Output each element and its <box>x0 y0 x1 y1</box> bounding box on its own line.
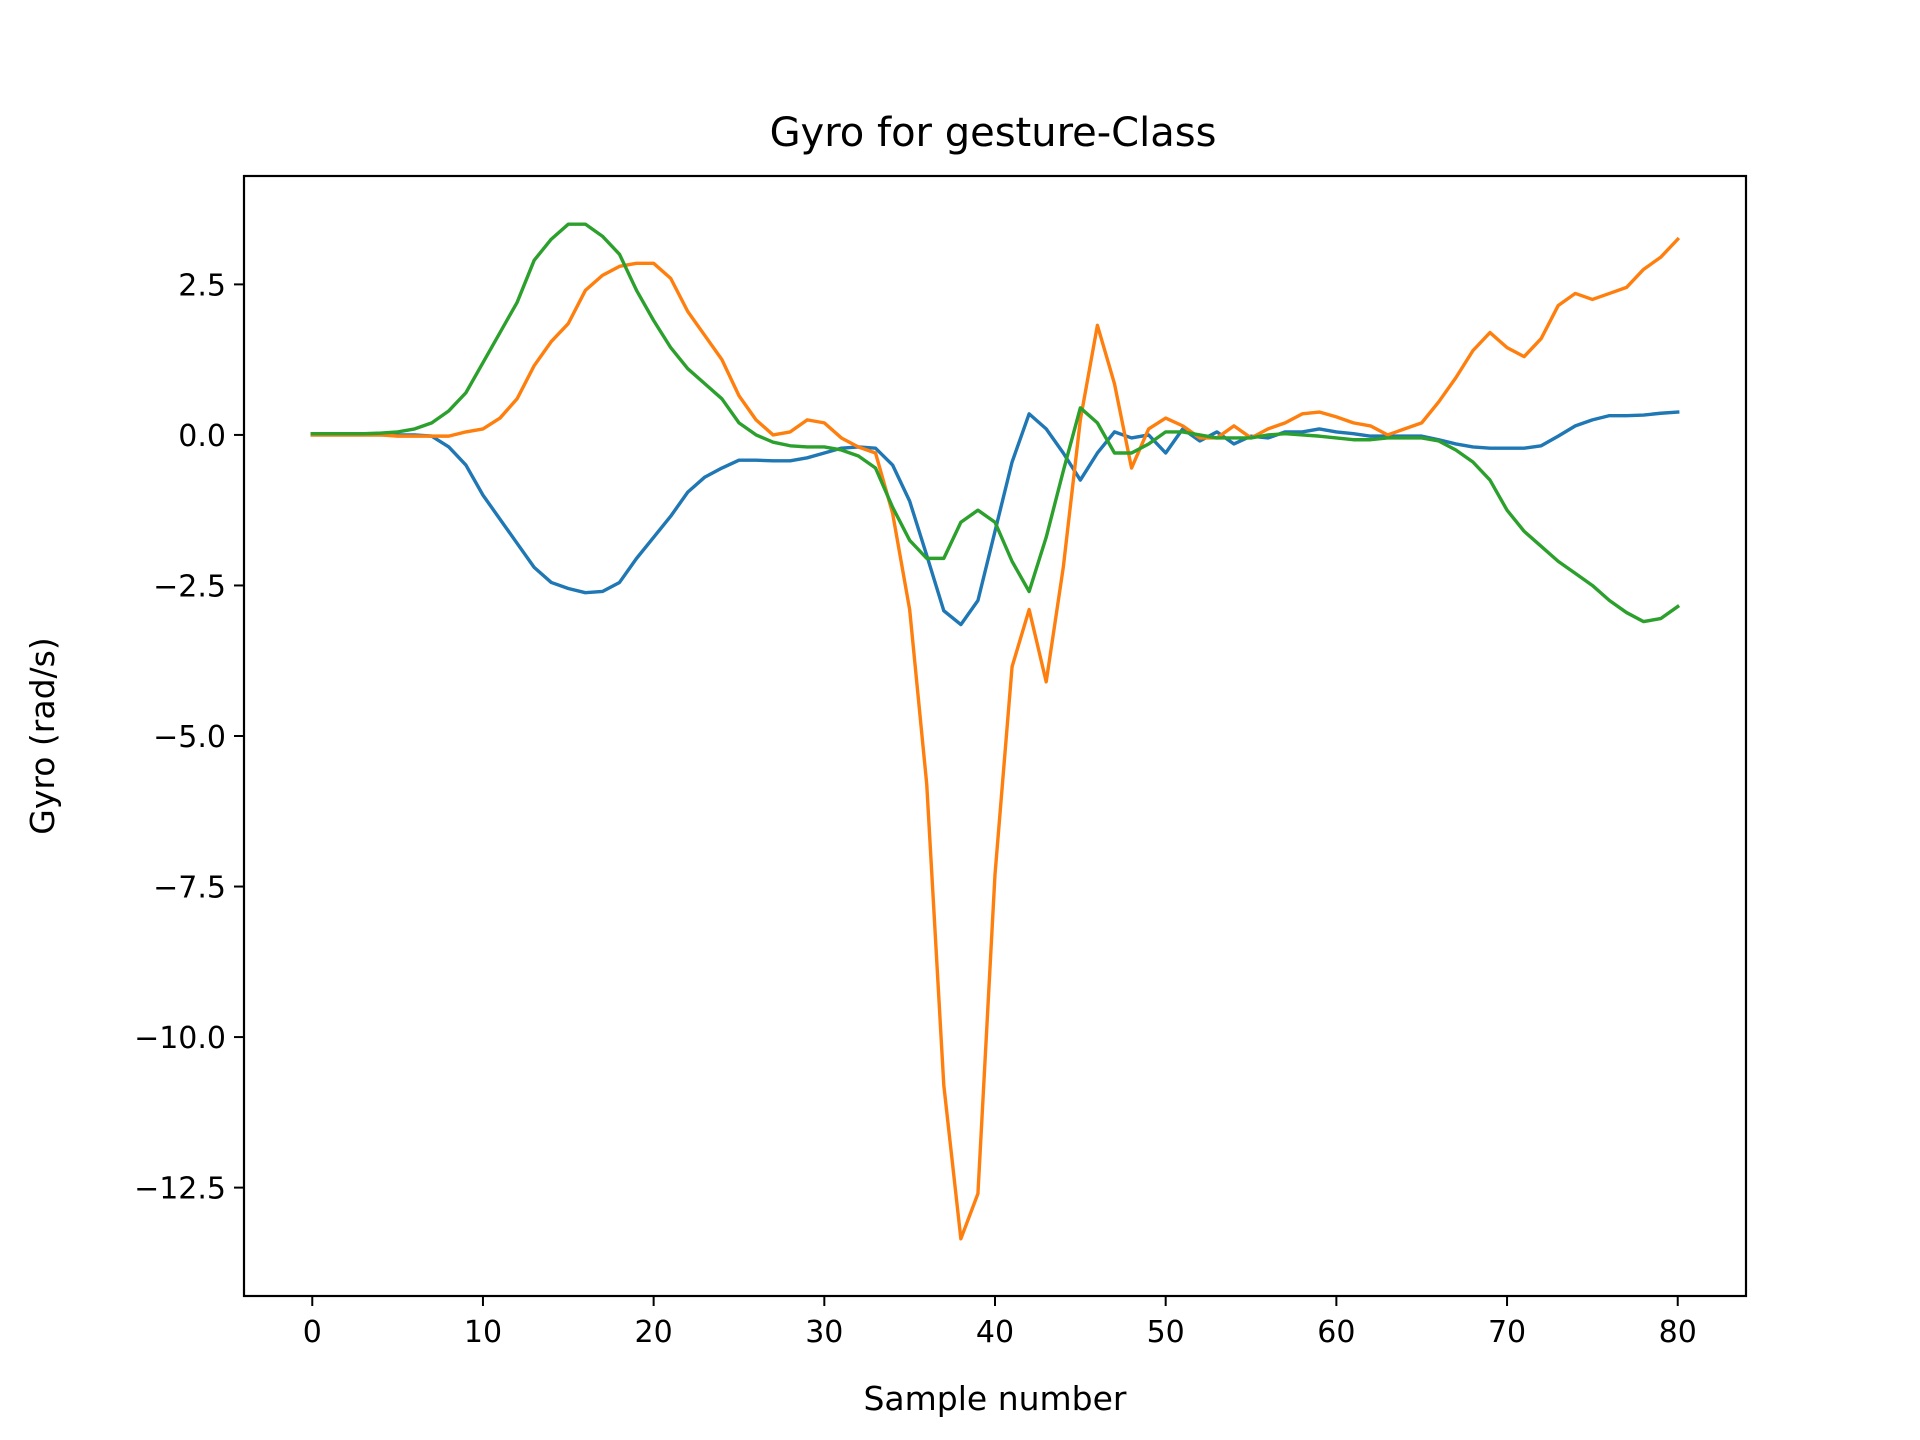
x-axis-ticks: 0 10 20 30 40 50 60 70 80 <box>303 1296 1697 1350</box>
x-axis-label: Sample number <box>863 1379 1126 1418</box>
x-tick-label: 70 <box>1488 1315 1526 1350</box>
x-tick-label: 60 <box>1317 1315 1355 1350</box>
y-tick-label: −12.5 <box>134 1172 226 1207</box>
y-tick-label: −5.0 <box>153 720 226 755</box>
series-layer <box>310 222 1681 1241</box>
x-tick-label: 20 <box>635 1315 673 1350</box>
y-tick-label: 0.0 <box>178 419 226 454</box>
chart-title: Gyro for gesture-Class <box>770 110 1217 156</box>
x-tick-label: 40 <box>976 1315 1014 1350</box>
x-tick-label: 50 <box>1147 1315 1185 1350</box>
x-tick-label: 0 <box>303 1315 322 1350</box>
y-tick-label: −10.0 <box>134 1021 226 1056</box>
y-tick-label: −2.5 <box>153 569 226 604</box>
plot-frame <box>242 174 1748 1298</box>
series-line-3 <box>310 222 1681 624</box>
x-tick-label: 80 <box>1659 1315 1697 1350</box>
series-line-1 <box>310 410 1680 627</box>
y-axis-label: Gyro (rad/s) <box>23 637 62 834</box>
y-tick-label: 2.5 <box>178 268 226 303</box>
series-line-2 <box>310 236 1681 1241</box>
y-tick-label: −7.5 <box>153 871 226 906</box>
x-tick-label: 30 <box>805 1315 843 1350</box>
y-axis-ticks: 2.5 0.0 −2.5 −5.0 −7.5 −10.0 −12.5 <box>134 268 244 1207</box>
x-tick-label: 10 <box>464 1315 502 1350</box>
